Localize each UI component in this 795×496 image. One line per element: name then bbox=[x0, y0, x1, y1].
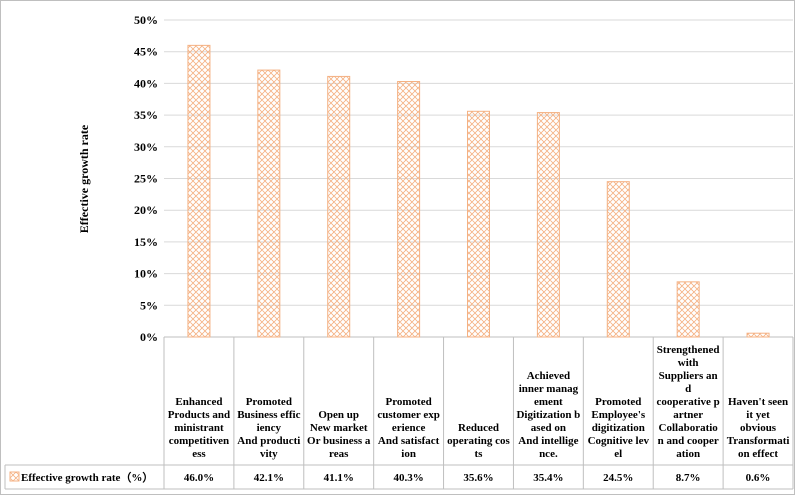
category-label-line: digitization bbox=[592, 422, 645, 434]
category-label-line: artner bbox=[673, 409, 703, 421]
category-label-line: And intellige bbox=[518, 435, 578, 447]
category-label: Enhanced Products and ministrant competitiv… bbox=[168, 396, 230, 460]
category-label-line: Collaboratio bbox=[659, 422, 719, 434]
category-label-line: ased on bbox=[531, 422, 566, 434]
category-label-line: Suppliers an bbox=[659, 370, 718, 382]
category-label-line: Transformati bbox=[727, 435, 790, 447]
category-label-line: Cognitive lev bbox=[588, 435, 650, 447]
data-table: Enhanced Products and ministrant competitiv… bbox=[4, 337, 794, 490]
y-tick-label: 25% bbox=[134, 172, 158, 186]
y-tick-label: 30% bbox=[134, 140, 158, 154]
bars bbox=[187, 44, 770, 338]
category-label-line: Reduced bbox=[458, 422, 499, 434]
category-label-line: obvious bbox=[740, 422, 777, 434]
category-label-line: Promoted bbox=[246, 396, 292, 408]
category-label: Promoted Business effic iency And producti v… bbox=[237, 396, 300, 460]
category-label-line: inner manag bbox=[519, 383, 579, 395]
category-label-line: vity bbox=[260, 448, 278, 460]
category-label-line: Enhanced bbox=[175, 396, 222, 408]
data-label: 35.4% bbox=[533, 472, 563, 484]
category-label-line: And producti bbox=[237, 435, 300, 447]
bar bbox=[676, 281, 700, 338]
category-label-line: reas bbox=[329, 448, 349, 460]
data-label: 24.5% bbox=[603, 472, 633, 484]
category-label: Reduced operating cos ts bbox=[447, 422, 510, 460]
category-label-line: iency bbox=[257, 422, 282, 434]
category-label-line: ts bbox=[475, 448, 484, 460]
category-label: Haven't seen it yet obvious Transformati on … bbox=[727, 396, 790, 460]
category-label-line: customer exp bbox=[377, 409, 439, 421]
y-tick-label: 50% bbox=[134, 13, 158, 27]
data-label: 0.6% bbox=[746, 472, 771, 484]
bar bbox=[327, 75, 351, 338]
category-label-line: with bbox=[678, 357, 699, 369]
bar bbox=[187, 44, 211, 338]
category-label-line: nce. bbox=[539, 448, 558, 460]
y-tick-label: 0% bbox=[140, 330, 158, 344]
y-tick-label: 20% bbox=[134, 203, 158, 217]
category-label-line: cooperative p bbox=[657, 396, 720, 408]
category-label-line: Employee's bbox=[591, 409, 645, 421]
data-label: 40.3% bbox=[393, 472, 423, 484]
category-label-line: ministrant bbox=[174, 422, 224, 434]
category-label-line: erience bbox=[392, 422, 426, 434]
category-label-line: el bbox=[614, 448, 622, 460]
y-tick-label: 15% bbox=[134, 235, 158, 249]
y-tick-label: 10% bbox=[134, 267, 158, 281]
category-label-line: Or business a bbox=[307, 435, 371, 447]
category-label-line: Achieved bbox=[527, 370, 570, 382]
bar bbox=[606, 181, 630, 338]
category-label-line: Business effic bbox=[237, 409, 300, 421]
bar bbox=[397, 80, 421, 338]
data-label: 42.1% bbox=[254, 472, 284, 484]
category-label: Strengthened with Suppliers an d cooperative… bbox=[657, 344, 720, 460]
bar bbox=[536, 112, 560, 338]
y-tick-label: 40% bbox=[134, 76, 158, 90]
category-label-line: Promoted bbox=[385, 396, 431, 408]
category-label-line: it yet bbox=[746, 409, 770, 421]
category-label-line: ation bbox=[676, 448, 700, 460]
y-tick-label: 35% bbox=[134, 108, 158, 122]
category-label-line: And satisfact bbox=[378, 435, 440, 447]
category-label: Promoted customer exp erience And satisfact… bbox=[377, 396, 439, 460]
category-label-line: New market bbox=[310, 422, 368, 434]
category-label-line: Haven't seen bbox=[728, 396, 788, 408]
category-label-line: ement bbox=[534, 396, 563, 408]
category-label-line: on effect bbox=[738, 448, 778, 460]
category-label-line: operating cos bbox=[447, 435, 510, 447]
category-label-line: Strengthened bbox=[657, 344, 720, 356]
y-tick-label: 45% bbox=[134, 45, 158, 59]
category-label: Promoted Employee's digitization Cognitive … bbox=[588, 396, 650, 460]
bar bbox=[746, 332, 770, 338]
category-label-line: d bbox=[685, 383, 691, 395]
bar bbox=[467, 110, 490, 338]
y-axis-ticks: 0% 5% 10% 15% 20% 25% 30% 35% 40% 45% 50% bbox=[134, 13, 158, 344]
category-label-line: competitiven bbox=[169, 435, 229, 447]
y-axis-label: Effective growth rate bbox=[77, 124, 91, 233]
legend-swatch bbox=[9, 471, 20, 482]
category-label-line: ion bbox=[401, 448, 416, 460]
category-label-line: n and cooper bbox=[658, 435, 719, 447]
category-label: Open up New market Or business a reas bbox=[307, 409, 371, 460]
category-label: Achieved inner manag ement Digitization b as… bbox=[516, 370, 580, 460]
data-label: 46.0% bbox=[184, 472, 214, 484]
data-label: 41.1% bbox=[324, 472, 354, 484]
category-label-line: Open up bbox=[318, 409, 359, 421]
category-label-line: Promoted bbox=[595, 396, 641, 408]
bar bbox=[257, 69, 281, 338]
legend-series-name: Effective growth rate（%） bbox=[21, 471, 153, 484]
y-tick-label: 5% bbox=[140, 298, 158, 312]
category-label-line: ess bbox=[192, 448, 206, 460]
category-label-line: Products and bbox=[168, 409, 230, 421]
category-label-line: Digitization b bbox=[516, 409, 580, 421]
data-label: 35.6% bbox=[463, 472, 493, 484]
data-label: 8.7% bbox=[676, 472, 701, 484]
